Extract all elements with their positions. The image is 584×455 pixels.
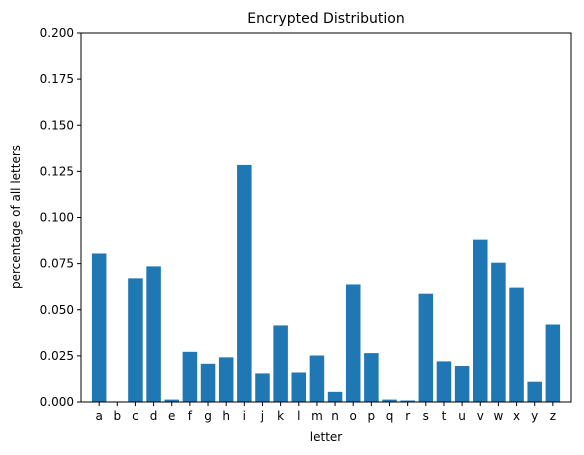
y-tick-label: 0.100 xyxy=(40,211,74,225)
x-tick-label: r xyxy=(405,409,410,423)
y-tick-label: 0.125 xyxy=(40,164,74,178)
y-axis-label: percentage of all letters xyxy=(9,145,23,289)
bar-w xyxy=(491,262,506,402)
bar-r xyxy=(400,400,415,402)
bar-u xyxy=(454,366,470,402)
x-tick-label: a xyxy=(95,409,102,423)
x-tick-label: w xyxy=(493,409,503,423)
y-tick-label: 0.075 xyxy=(40,257,74,271)
bar-v xyxy=(473,239,488,402)
bar-k xyxy=(273,325,288,402)
x-tick-label: j xyxy=(260,409,264,423)
chart-title: Encrypted Distribution xyxy=(247,11,404,27)
bar-a xyxy=(91,253,107,402)
bar-z xyxy=(545,324,561,402)
x-tick-label: c xyxy=(132,409,139,423)
x-tick-label: k xyxy=(277,409,284,423)
bar-h xyxy=(218,357,234,402)
bar-j xyxy=(255,373,270,402)
bar-c xyxy=(128,278,143,402)
x-tick-label: d xyxy=(150,409,158,423)
x-tick-label: o xyxy=(350,409,357,423)
x-tick-label: g xyxy=(204,409,212,423)
bar-p xyxy=(364,353,379,402)
x-tick-label: e xyxy=(168,409,175,423)
bar-x xyxy=(509,287,524,402)
bar-o xyxy=(345,284,361,402)
x-tick-label: p xyxy=(368,409,376,423)
x-tick-label: x xyxy=(513,409,520,423)
y-tick-label: 0.000 xyxy=(40,395,74,409)
x-tick-label: b xyxy=(113,409,121,423)
y-tick-label: 0.025 xyxy=(40,349,74,363)
y-tick-label: 0.050 xyxy=(40,303,74,317)
bar-n xyxy=(327,391,343,402)
bar-d xyxy=(146,266,161,402)
x-tick-label: f xyxy=(188,409,193,423)
y-tick-label: 0.200 xyxy=(40,26,74,40)
bar-l xyxy=(291,372,307,402)
bar-g xyxy=(200,363,216,402)
bar-t xyxy=(436,361,452,402)
x-tick-label: i xyxy=(243,409,246,423)
x-tick-label: m xyxy=(311,409,323,423)
x-tick-label: s xyxy=(423,409,429,423)
bar-y xyxy=(527,381,542,402)
y-tick-label: 0.175 xyxy=(40,72,74,86)
y-tick-label: 0.150 xyxy=(40,118,74,132)
bar-s xyxy=(418,293,434,402)
x-tick-label: u xyxy=(458,409,466,423)
x-tick-label: z xyxy=(550,409,556,423)
x-tick-label: n xyxy=(331,409,339,423)
x-tick-label: y xyxy=(531,409,538,423)
x-axis-label: letter xyxy=(310,430,343,444)
y-axis-ticks: 0.000 0.025 0.050 0.075 0.100 0.125 0.150 0.175… xyxy=(40,26,81,409)
bar-q xyxy=(382,399,397,402)
bar-f xyxy=(182,351,198,402)
x-tick-label: v xyxy=(477,409,484,423)
plot-frame xyxy=(80,32,572,403)
bar-e xyxy=(164,399,179,402)
bar-i xyxy=(237,164,252,402)
bars-group xyxy=(91,164,561,402)
x-tick-label: l xyxy=(297,409,300,423)
x-tick-label: h xyxy=(222,409,230,423)
x-tick-label: q xyxy=(386,409,394,423)
x-tick-label: t xyxy=(442,409,447,423)
bar-m xyxy=(309,355,325,402)
